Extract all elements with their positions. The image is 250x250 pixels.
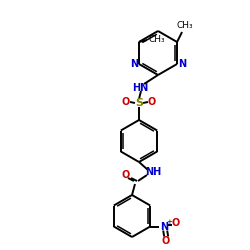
Text: O: O	[171, 218, 179, 228]
Text: +: +	[166, 218, 172, 224]
Text: O: O	[161, 236, 169, 246]
Text: NH: NH	[145, 167, 161, 177]
Text: CH₃: CH₃	[177, 22, 193, 30]
Text: HN: HN	[132, 83, 148, 93]
Text: O: O	[122, 97, 130, 107]
Text: O: O	[148, 97, 156, 107]
Text: O: O	[122, 170, 130, 180]
Text: S: S	[135, 98, 143, 108]
Text: N: N	[130, 59, 138, 69]
Text: CH₃: CH₃	[149, 36, 165, 44]
Text: N: N	[178, 59, 186, 69]
Text: N: N	[160, 222, 168, 232]
